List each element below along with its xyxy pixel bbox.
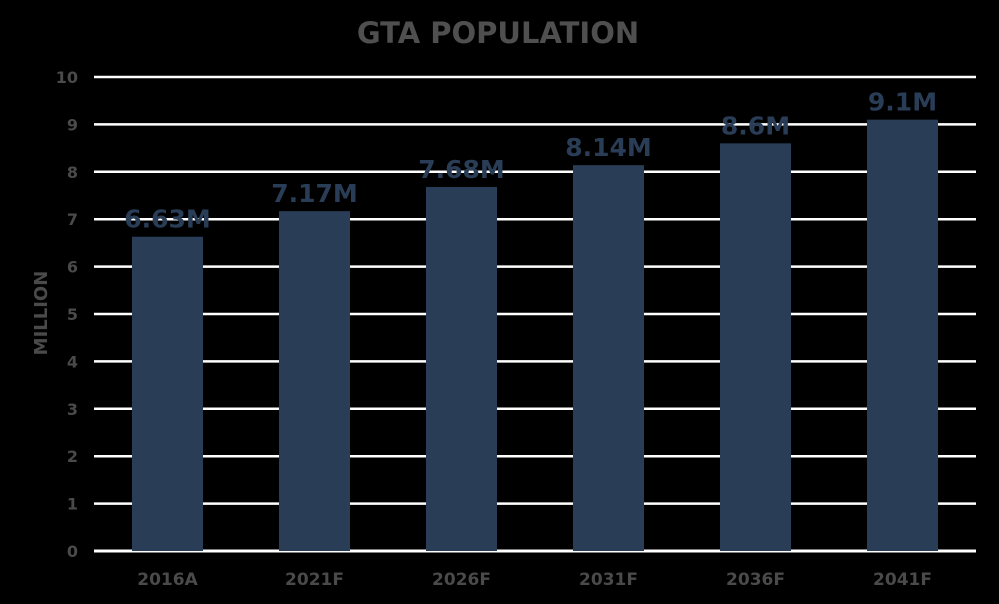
y-tick-label-2: 2 <box>67 447 78 466</box>
gridlines <box>94 75 976 553</box>
x-tick-label-2021F: 2021F <box>285 570 344 590</box>
x-tick-label-2041F: 2041F <box>873 570 932 590</box>
data-label-2031F: 8.14M <box>565 133 652 162</box>
data-labels: 6.63M 7.17M 7.68M 8.14M 8.6M 9.1M <box>124 88 937 234</box>
data-label-2036F: 8.6M <box>721 111 790 140</box>
y-axis-ticks: 0 1 2 3 4 5 6 7 8 9 10 <box>56 68 78 561</box>
bar-2041F <box>867 119 938 551</box>
y-tick-label-10: 10 <box>56 68 78 87</box>
y-axis-label: MILLION <box>31 271 52 356</box>
x-tick-label-2026F: 2026F <box>432 570 491 590</box>
bar-2021F <box>279 211 350 551</box>
y-tick-label-1: 1 <box>67 495 78 514</box>
y-tick-label-8: 8 <box>67 163 78 182</box>
data-label-2026F: 7.68M <box>418 155 505 184</box>
bar-2031F <box>573 165 644 551</box>
y-tick-label-4: 4 <box>67 352 78 371</box>
chart-title: GTA POPULATION <box>357 16 639 50</box>
x-tick-label-2016A: 2016A <box>137 570 198 590</box>
bar-2026F <box>426 186 497 551</box>
x-tick-label-2031F: 2031F <box>579 570 638 590</box>
x-tick-label-2036F: 2036F <box>726 570 785 590</box>
data-label-2021F: 7.17M <box>271 179 358 208</box>
x-axis-ticks: 2016A 2021F 2026F 2031F 2036F 2041F <box>137 570 932 590</box>
bars <box>132 119 938 552</box>
y-tick-label-5: 5 <box>67 305 78 324</box>
y-tick-label-9: 9 <box>67 115 78 134</box>
y-tick-label-3: 3 <box>67 400 78 419</box>
data-label-2016A: 6.63M <box>124 205 211 234</box>
bar-2016A <box>132 236 203 551</box>
bar-2036F <box>720 143 791 552</box>
data-label-2041F: 9.1M <box>868 88 937 117</box>
y-tick-label-6: 6 <box>67 258 78 277</box>
y-tick-label-7: 7 <box>67 210 78 229</box>
y-tick-label-0: 0 <box>67 542 78 561</box>
